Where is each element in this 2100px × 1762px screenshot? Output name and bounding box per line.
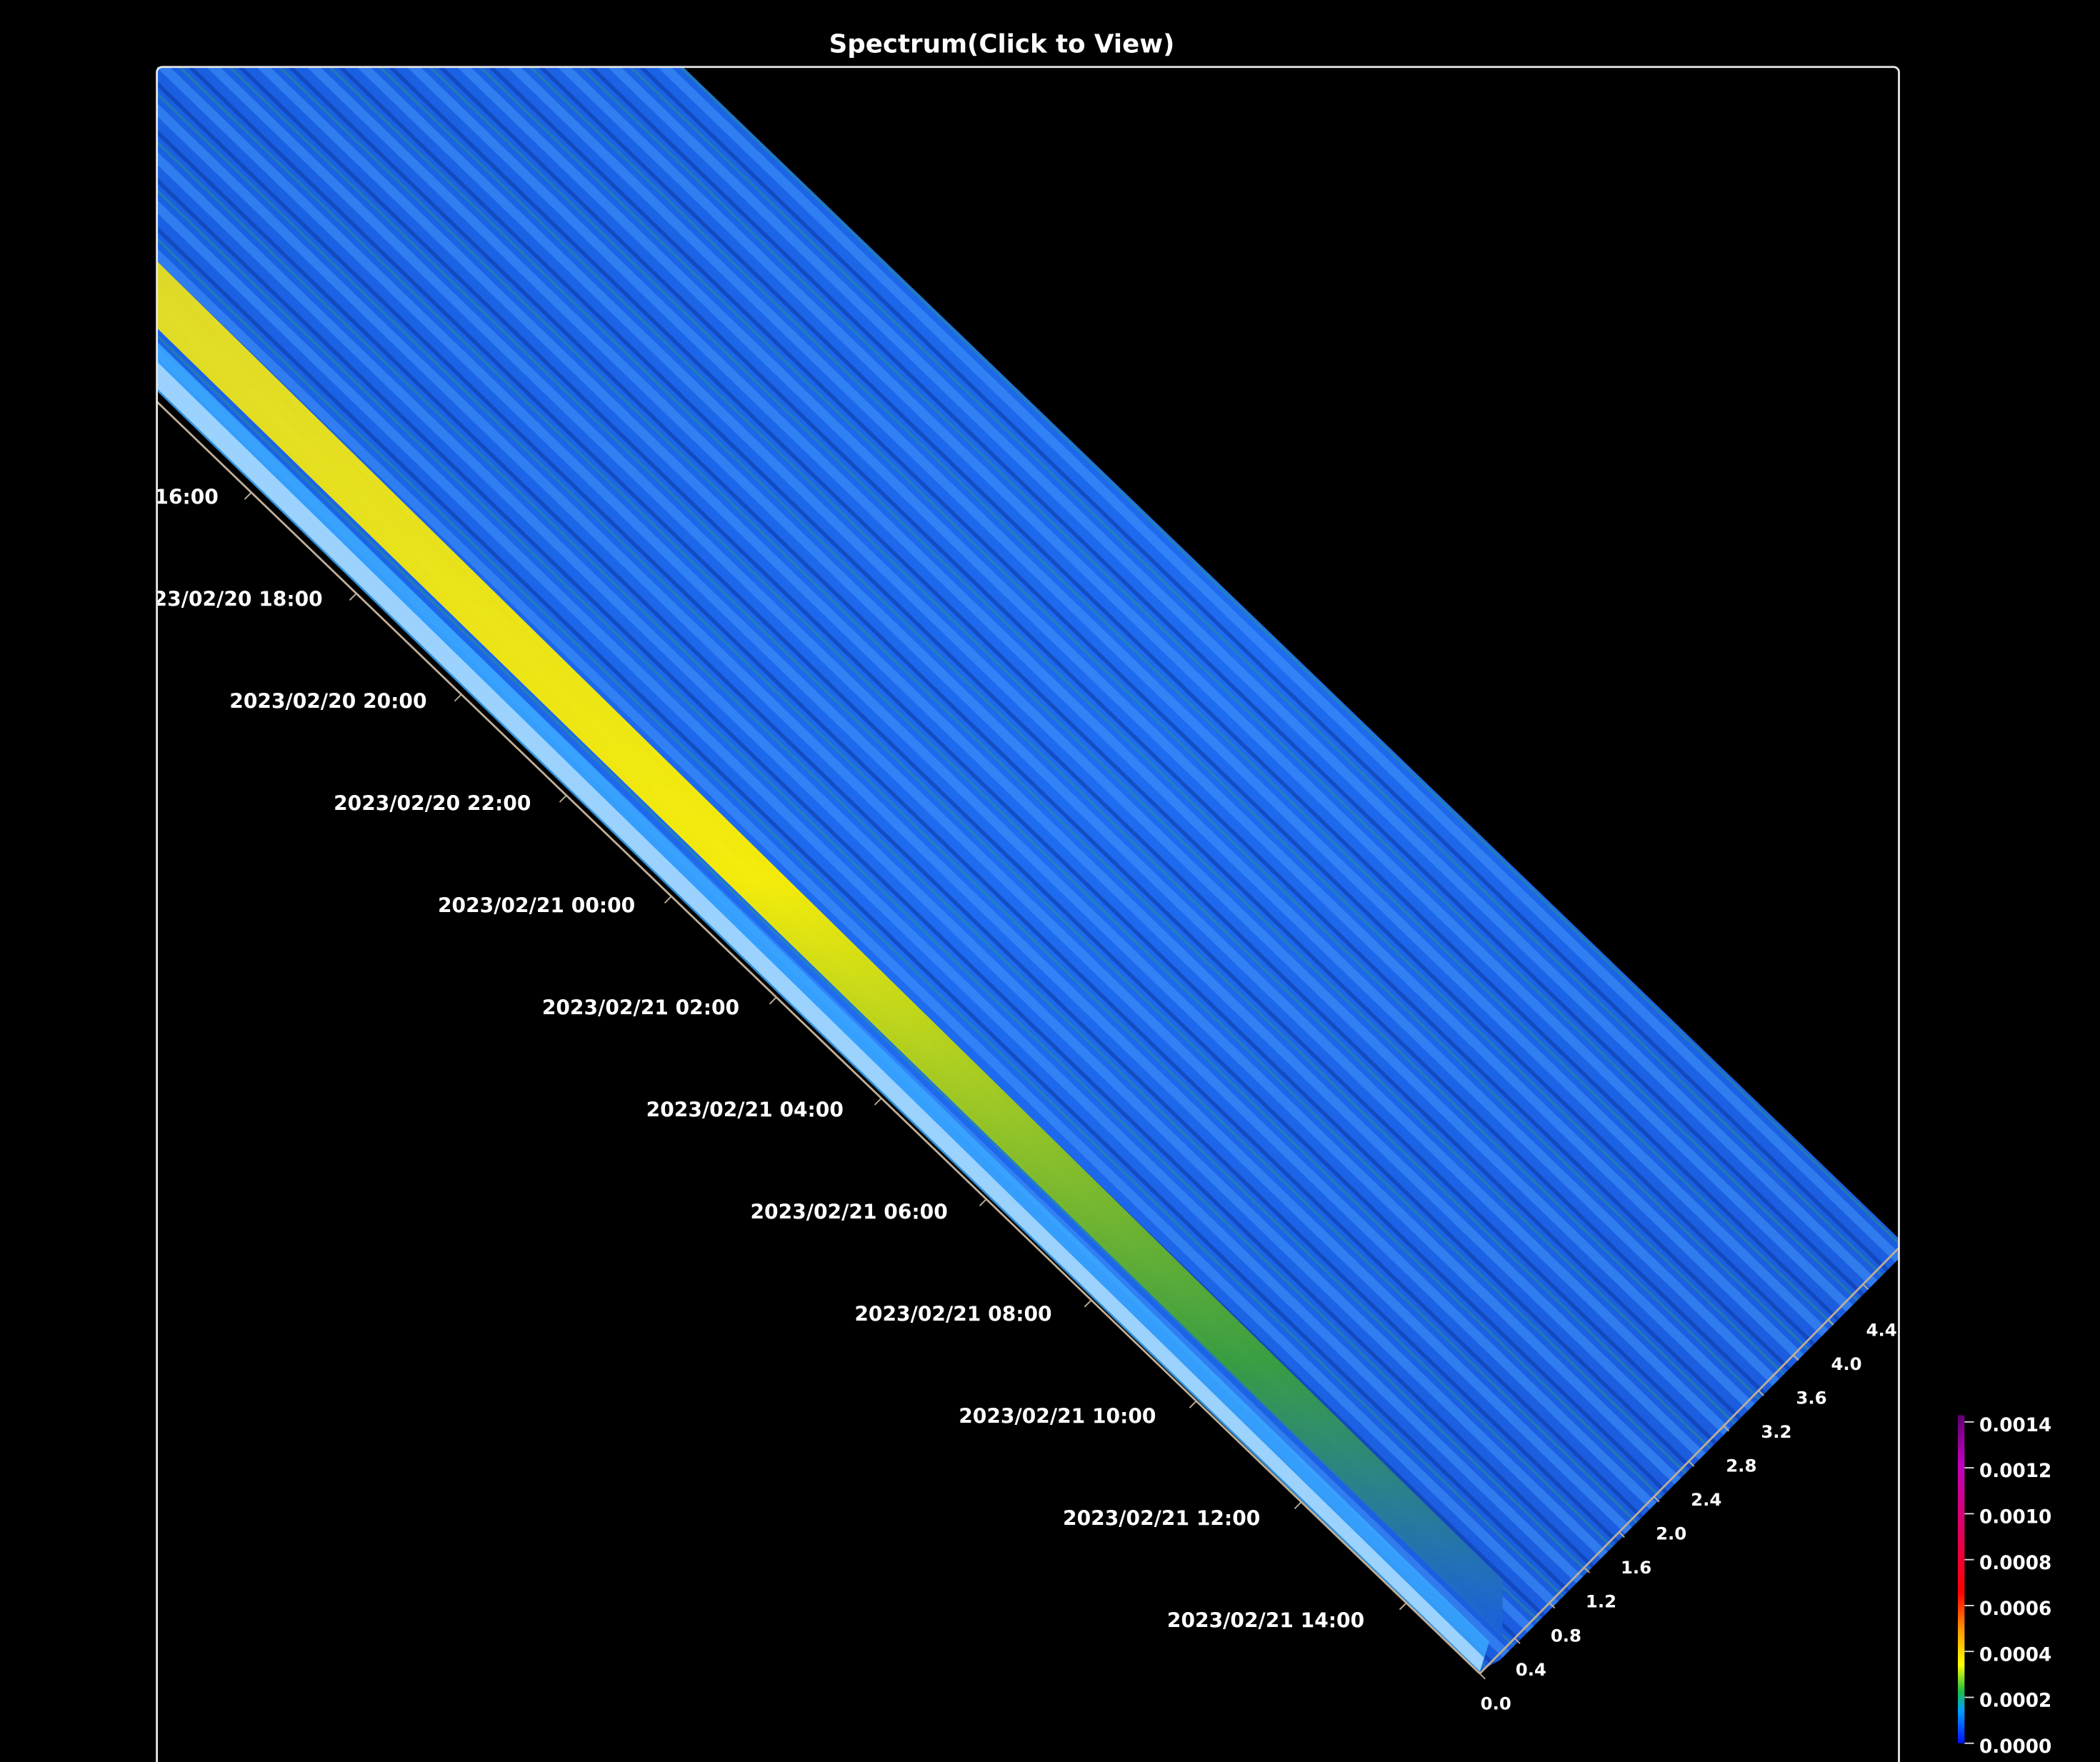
- time-tick-label: 2023/02/21 00:00: [438, 893, 635, 917]
- frequency-tick-label: 0.8: [1551, 1625, 1581, 1646]
- frequency-tick-label: 0.0: [1481, 1693, 1511, 1713]
- time-tick-label: 2023/02/21 12:00: [1063, 1507, 1260, 1531]
- chart-title[interactable]: Spectrum(Click to View): [829, 30, 1175, 59]
- time-tick-label: 2023/02/21 02:00: [542, 996, 739, 1020]
- time-tick-label: 2023/02/21 08:00: [854, 1303, 1051, 1326]
- frequency-tick-label: 1.2: [1586, 1591, 1616, 1612]
- frequency-tick-label: 3.2: [1761, 1421, 1791, 1442]
- time-tick-label: 2023/02/21 10:00: [959, 1405, 1156, 1428]
- page: Spectrum(Click to View) 2023/02/20 16:00…: [0, 0, 2100, 1762]
- frequency-tick-label: 0.4: [1516, 1659, 1546, 1680]
- time-tick-label: 2023/02/20 20:00: [229, 689, 426, 713]
- colorbar-tick-label: 0.0006: [1979, 1598, 2051, 1620]
- time-tick-label: 2023/02/21 14:00: [1167, 1609, 1364, 1633]
- time-tick-label: 2023/02/21 06:00: [751, 1201, 948, 1224]
- time-tick-label: 2023/02/20 22:00: [334, 791, 531, 815]
- colorbar: [1958, 1415, 1964, 1743]
- frequency-tick-label: 4.0: [1831, 1353, 1861, 1374]
- colorbar-tick-label: 0.0008: [1979, 1553, 2051, 1574]
- colorbar-tick-label: 0.0004: [1979, 1644, 2051, 1666]
- chart: Spectrum(Click to View) 2023/02/20 16:00…: [0, 0, 2100, 1762]
- time-tick-label: 2023/02/21 04:00: [646, 1098, 844, 1122]
- frequency-tick-label: 2.8: [1726, 1456, 1756, 1476]
- frequency-tick-label: 2.0: [1656, 1523, 1686, 1544]
- colorbar-tick-label: 0.0014: [1979, 1415, 2051, 1436]
- frequency-tick-label: 3.6: [1796, 1387, 1826, 1408]
- colorbar-tick-label: 0.0012: [1979, 1461, 2051, 1482]
- colorbar-tick-label: 0.0000: [1979, 1736, 2051, 1758]
- colorbar-tick-label: 0.0002: [1979, 1691, 2051, 1712]
- frequency-tick-label: 1.6: [1621, 1557, 1651, 1578]
- colorbar-tick-label: 0.0010: [1979, 1507, 2051, 1528]
- frequency-tick-label: 2.4: [1691, 1489, 1721, 1510]
- frequency-tick-label: 4.4: [1866, 1319, 1897, 1340]
